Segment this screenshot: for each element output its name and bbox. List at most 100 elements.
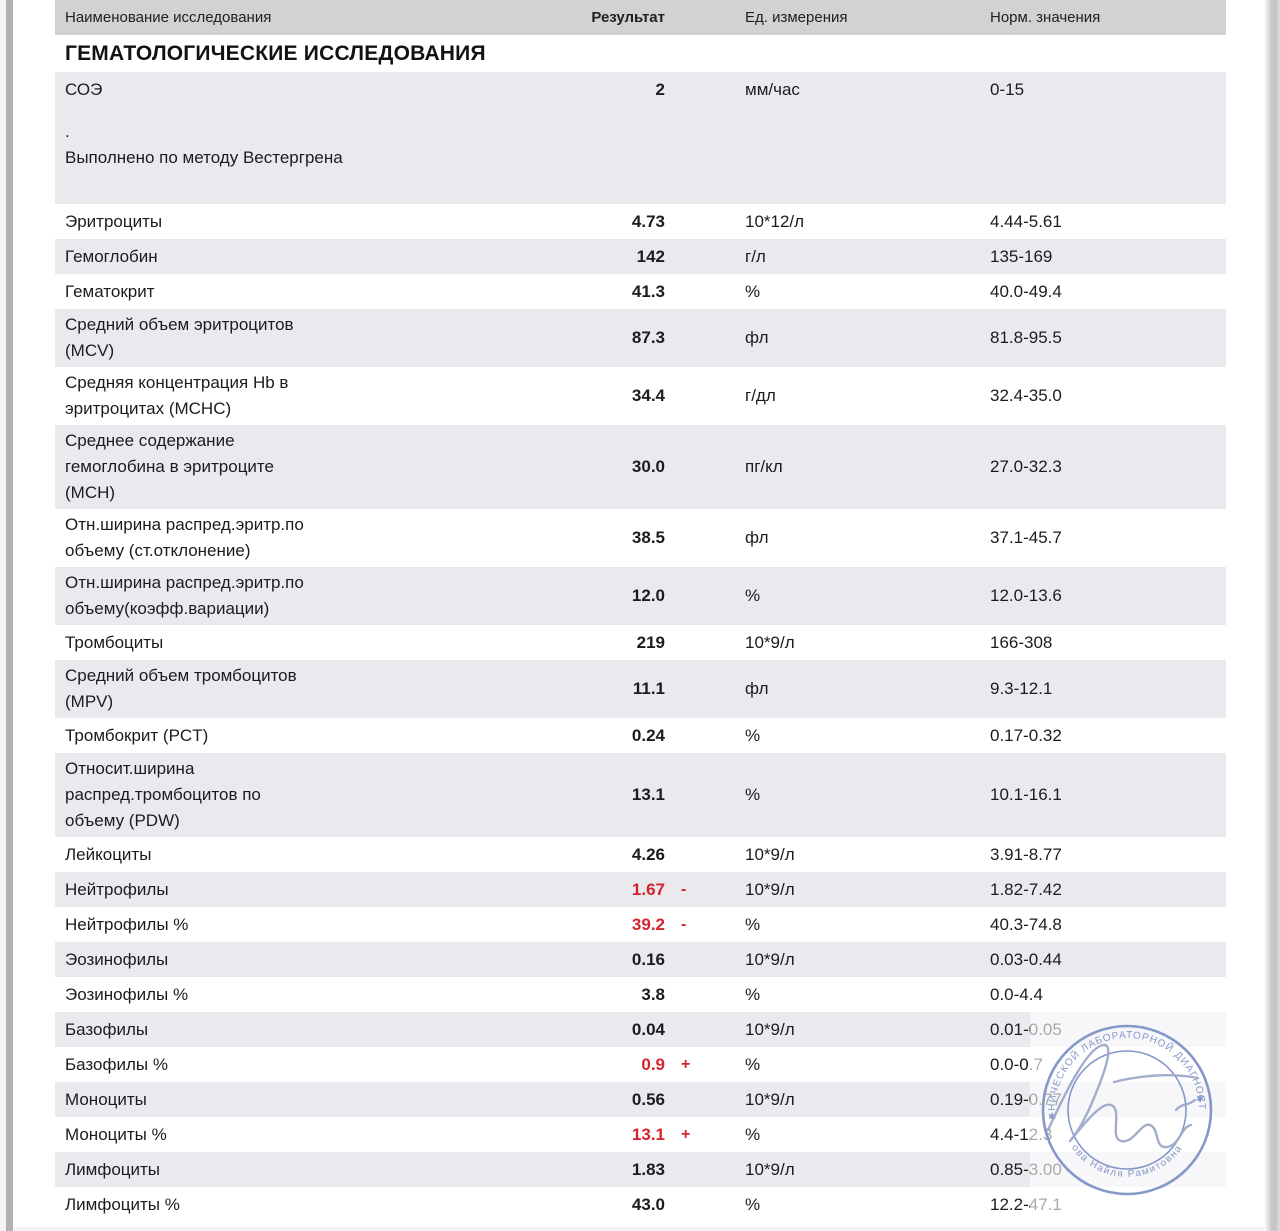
table-row: СОЭ 2 мм/час 0-15 . Выполнено по методу Вест… — [55, 72, 1226, 204]
abnormal-flag: + — [681, 1125, 691, 1143]
unit-value: пг/кл — [745, 457, 783, 476]
table-row: Тромбоциты 219 10*9/л 166-308 — [55, 625, 1226, 660]
row-name: Относит.ширина распред.тромбоцитов по об… — [65, 759, 261, 830]
unit-value: % — [745, 984, 761, 1004]
table-row-main: Отн.ширина распред.эритр.по объему (ст.о… — [55, 509, 1226, 567]
result-value: 11.1 — [632, 679, 665, 698]
result-value: 43.0 — [631, 1194, 665, 1214]
page-bottom-divider — [13, 1227, 1264, 1231]
unit-value: 10*9/л — [745, 844, 795, 864]
result-value: 30.0 — [631, 457, 665, 476]
result-value: 38.5 — [631, 528, 665, 547]
row-name: СОЭ — [65, 79, 103, 99]
table-row-main: Лейкоциты 4.26 10*9/л 3.91-8.77 — [55, 837, 1226, 872]
unit-value: % — [745, 281, 761, 301]
row-name: Лимфоциты — [65, 1159, 161, 1179]
row-name: Нейтрофилы — [65, 879, 169, 899]
table-row-main: СОЭ 2 мм/час 0-15 — [55, 72, 1226, 107]
table-row-main: Нейтрофилы 1.67- 10*9/л 1.82-7.42 — [55, 872, 1226, 907]
row-name: Эозинофилы % — [65, 984, 189, 1004]
table-row: Эритроциты 4.73 10*12/л 4.44-5.61 — [55, 204, 1226, 239]
table-row-main: Тромбоциты 219 10*9/л 166-308 — [55, 625, 1226, 660]
unit-value: фл — [745, 528, 769, 547]
page-left-border — [6, 0, 13, 1231]
norm-range: 10.1-16.1 — [990, 785, 1062, 804]
table-row: Средний объем тромбоцитов (MPV) 11.1 фл 9.3… — [55, 660, 1226, 718]
table-row: Нейтрофилы % 39.2-% 40.3-74.8 — [55, 907, 1226, 942]
page-left-margin — [0, 0, 6, 1231]
unit-value: % — [745, 586, 761, 605]
unit-value: 10*12/л — [745, 211, 805, 231]
unit-value: г/л — [745, 246, 766, 266]
norm-range: 37.1-45.7 — [990, 528, 1062, 547]
table-row-main: Гемоглобин 142 г/л 135-169 — [55, 239, 1226, 274]
result-value: 87.3 — [631, 328, 665, 347]
row-comment: . Выполнено по методу Вестергрена — [65, 122, 343, 167]
table-row-main: Среднее содержание гемоглобина в эритроц… — [55, 425, 1226, 509]
norm-range: 166-308 — [990, 632, 1053, 652]
section-title: ГЕМАТОЛОГИЧЕСКИЕ ИССЛЕДОВАНИЯ — [65, 41, 486, 65]
result-value: 0.04 — [631, 1019, 665, 1039]
row-name: Лейкоциты — [65, 844, 152, 864]
unit-value: 10*9/л — [745, 1019, 795, 1039]
unit-value: % — [745, 1054, 761, 1074]
column-header-unit: Ед. измерения — [745, 9, 848, 26]
row-name: Тромбокрит (PCT) — [65, 725, 209, 745]
row-name: Моноциты — [65, 1089, 147, 1109]
stamp-star-right-icon: ✱ — [1196, 1094, 1204, 1105]
table-row: Лейкоциты 4.26 10*9/л 3.91-8.77 — [55, 837, 1226, 872]
table-row: Гематокрит 41.3% 40.0-49.4 — [55, 274, 1226, 309]
signature — [1046, 1043, 1200, 1149]
norm-range: 4.44-5.61 — [990, 211, 1062, 231]
table-row: Средняя концентрация Hb в эритроцитах (M… — [55, 367, 1226, 425]
result-value: 0.24 — [631, 725, 665, 745]
table-row: Гемоглобин 142 г/л 135-169 — [55, 239, 1226, 274]
table-row-main: Эозинофилы 0.16 10*9/л 0.03-0.44 — [55, 942, 1226, 977]
result-value: 0.56 — [631, 1089, 665, 1109]
norm-range: 3.91-8.77 — [990, 844, 1062, 864]
norm-range: 0.03-0.44 — [990, 949, 1062, 969]
norm-range: 27.0-32.3 — [990, 457, 1062, 476]
norm-range: 0.0-0.7 — [990, 1054, 1043, 1074]
stamp-background-wash — [1030, 1008, 1230, 1213]
table-header-row: Наименование исследования Результат Ед. … — [55, 0, 1226, 35]
result-value: 3.8 — [641, 984, 665, 1004]
result-value: 12.0 — [631, 586, 665, 605]
stamp-arc-top-text: КЛИНИЧЕСКОЙ ЛАБОРАТОРНОЙ ДИАГНОСТИКИ — [1030, 1008, 1207, 1111]
result-value: 4.26 — [631, 844, 665, 864]
unit-value: 10*9/л — [745, 879, 795, 899]
row-name: Гемоглобин — [65, 246, 158, 266]
table-row: Отн.ширина распред.эритр.по объему (ст.о… — [55, 509, 1226, 567]
result-value: 4.73 — [631, 211, 665, 231]
unit-value: 10*9/л — [745, 1089, 795, 1109]
table-row-main: Относит.ширина распред.тромбоцитов по об… — [55, 753, 1226, 837]
row-name: Средняя концентрация Hb в эритроцитах (M… — [65, 373, 289, 418]
norm-range: 81.8-95.5 — [990, 328, 1062, 347]
unit-value: 10*9/л — [745, 632, 795, 652]
result-value: 1.83 — [631, 1159, 665, 1179]
row-name: Отн.ширина распред.эритр.по объему(коэфф… — [65, 573, 304, 618]
column-header-name: Наименование исследования — [65, 9, 272, 26]
result-value: 219 — [636, 632, 665, 652]
row-name: Тромбоциты — [65, 632, 164, 652]
norm-range: 9.3-12.1 — [990, 679, 1053, 698]
row-name: Моноциты % — [65, 1124, 167, 1144]
table-row: Эозинофилы % 3.8% 0.0-4.4 — [55, 977, 1226, 1012]
table-row-main: Средний объем эритроцитов (MCV) 87.3 фл 81.… — [55, 309, 1226, 367]
unit-value: мм/час — [745, 79, 800, 99]
table-row: Относит.ширина распред.тромбоцитов по об… — [55, 753, 1226, 837]
stamp-circles — [1041, 1024, 1213, 1196]
table-row: Эозинофилы 0.16 10*9/л 0.03-0.44 — [55, 942, 1226, 977]
norm-range: 135-169 — [990, 246, 1053, 266]
column-header-result: Результат — [591, 9, 665, 26]
unit-value: % — [745, 914, 761, 934]
table-row-main: Средняя концентрация Hb в эритроцитах (M… — [55, 367, 1226, 425]
norm-range: 32.4-35.0 — [990, 386, 1062, 405]
table-row: Нейтрофилы 1.67- 10*9/л 1.82-7.42 — [55, 872, 1226, 907]
result-value: 34.4 — [631, 386, 665, 405]
result-value: 0.9 — [641, 1054, 665, 1074]
norm-range: 0.17-0.32 — [990, 725, 1062, 745]
abnormal-flag: - — [681, 915, 687, 933]
result-value: 13.1 — [631, 1124, 665, 1144]
page-right-border — [1264, 0, 1280, 1231]
